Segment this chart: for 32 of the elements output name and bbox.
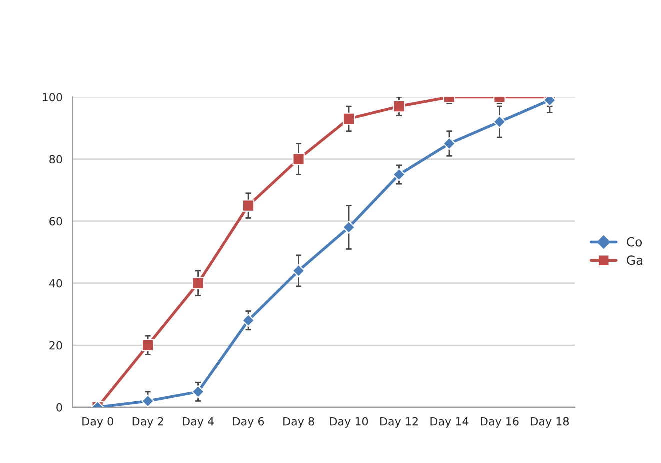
point [393,100,406,113]
point [292,153,305,166]
x-tick-label: Day 6 [233,417,264,428]
y-tick-label: 0 [56,403,62,412]
x-tick-label: Day 12 [380,417,418,428]
y-tick-label: 80 [50,155,62,164]
legend-label: Ga [627,256,643,266]
x-tick-label: Day 18 [531,417,569,428]
x-tick-label: Day 10 [330,417,368,428]
x-tick-label: Day 2 [132,417,164,428]
point [242,314,255,327]
point [443,137,456,150]
point [342,112,356,126]
x-tick-label: Day 16 [481,417,519,428]
point [493,116,506,128]
point [142,339,154,352]
x-tick-label: Day 0 [82,417,114,428]
y-tick-label: 60 [50,217,62,226]
point [242,200,255,212]
x-tick-label: Day 14 [430,418,469,428]
x-tick-label: Day 8 [284,417,314,428]
point [292,264,306,278]
x-tick-label: Day 4 [183,418,214,428]
y-tick-label: 40 [49,279,62,288]
y-tick-label: 100 [43,93,62,102]
legend-label: Co [627,237,642,247]
point [142,394,154,408]
point [192,386,205,398]
point [342,221,356,234]
y-tick-label: 20 [50,341,62,350]
point [192,277,204,290]
point [392,168,406,182]
